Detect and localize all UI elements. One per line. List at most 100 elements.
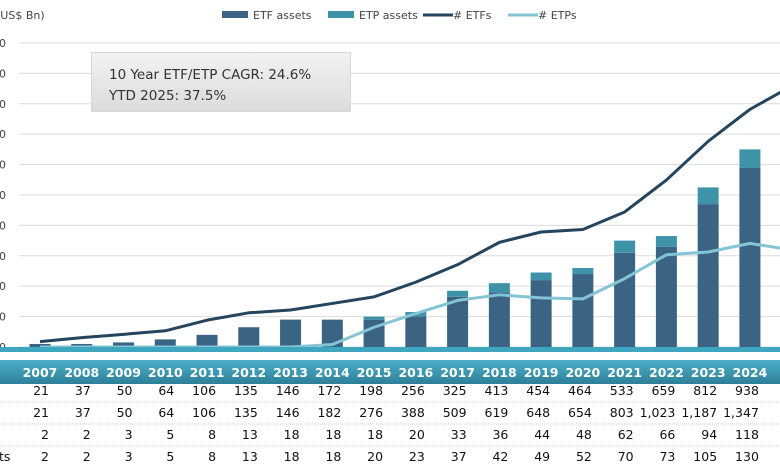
table-cell: 135 xyxy=(234,383,258,398)
table-header-year: 2009 xyxy=(106,365,141,380)
table-cell: 130 xyxy=(735,449,759,464)
table-cell: 1,187 xyxy=(681,405,717,420)
table-cell: 648 xyxy=(526,405,550,420)
table-cell: 8 xyxy=(208,427,216,442)
table-cell: 21 xyxy=(33,405,49,420)
x-axis-band xyxy=(0,347,780,352)
table-header-year: 2018 xyxy=(482,365,517,380)
bar-etp-assets xyxy=(739,149,761,168)
table-cell: 1,023 xyxy=(640,405,676,420)
table-cell: 172 xyxy=(317,383,341,398)
table-cell: 20 xyxy=(367,449,383,464)
table-cell: 146 xyxy=(276,405,300,420)
bar-etf-assets xyxy=(29,343,51,347)
bar-etf-assets xyxy=(739,167,761,347)
bar-etp-assets xyxy=(697,187,719,205)
bar-etf-assets xyxy=(530,280,552,347)
table-cell: 803 xyxy=(610,405,634,420)
table-cell: 5 xyxy=(166,449,174,464)
table-cell: 464 xyxy=(568,383,592,398)
table-cell: 654 xyxy=(568,405,592,420)
legend-swatch xyxy=(222,11,248,18)
legend-label: # ETPs xyxy=(538,9,577,22)
table-cell: 2 xyxy=(83,427,91,442)
table-cell: 21 xyxy=(33,383,49,398)
table-cell: 276 xyxy=(359,405,383,420)
table-cell: 64 xyxy=(158,383,174,398)
table-cell: 619 xyxy=(485,405,509,420)
table-cell: 66 xyxy=(659,427,675,442)
table-row-label: ts xyxy=(0,449,10,464)
cagr-text: 10 Year ETF/ETP CAGR: 24.6% xyxy=(109,67,312,83)
bar-etf-assets xyxy=(655,246,677,347)
table-cell: 2 xyxy=(83,449,91,464)
y-tick-label: 0 xyxy=(0,311,6,324)
table-cell: 18 xyxy=(325,449,341,464)
table-cell: 8 xyxy=(208,449,216,464)
table-cell: 18 xyxy=(284,449,300,464)
bar-etp-assets xyxy=(488,283,510,293)
table-cell: 33 xyxy=(451,427,467,442)
bar-etf-assets xyxy=(447,296,469,347)
table-header-year: 2012 xyxy=(231,365,266,380)
table-cell: 44 xyxy=(534,427,550,442)
table-header-year: 2014 xyxy=(315,365,350,380)
bar-etf-assets xyxy=(488,292,510,347)
table-cell: 812 xyxy=(693,383,717,398)
table-cell: 23 xyxy=(409,449,425,464)
legend-label: ETP assets xyxy=(359,9,418,22)
bar-etf-assets xyxy=(405,316,427,347)
y-tick-label: 0 xyxy=(0,67,6,80)
table-cell: 454 xyxy=(526,383,550,398)
table-cell: 106 xyxy=(192,383,216,398)
table-cell: 18 xyxy=(367,427,383,442)
table-header-year: 2024 xyxy=(733,365,768,380)
table-cell: 52 xyxy=(576,449,592,464)
y-tick-label: 0 xyxy=(0,219,6,232)
bar-etp-assets xyxy=(655,236,677,247)
bar-etf-assets xyxy=(321,319,343,347)
table-header-year: 2015 xyxy=(357,365,392,380)
table-header-year: 2010 xyxy=(148,365,183,380)
table-header-year: 2019 xyxy=(524,365,559,380)
bar-etf-assets xyxy=(280,319,302,347)
table-cell: 48 xyxy=(576,427,592,442)
ytd-text: YTD 2025: 37.5% xyxy=(109,88,227,104)
table-cell: 49 xyxy=(534,449,550,464)
table-cell: 50 xyxy=(117,405,133,420)
y-tick-label: 0 xyxy=(0,37,6,50)
table-cell: 146 xyxy=(276,383,300,398)
table-header-year: 2013 xyxy=(273,365,308,380)
table-header-year: 2008 xyxy=(64,365,99,380)
bar-etf-assets xyxy=(113,342,135,347)
table-cell: 13 xyxy=(242,449,258,464)
bar-etp-assets xyxy=(572,267,594,275)
legend-label: # ETFs xyxy=(453,9,492,22)
table-cell: 36 xyxy=(492,427,508,442)
table-cell: 659 xyxy=(652,383,676,398)
table-header-year: 2022 xyxy=(649,365,684,380)
table-cell: 135 xyxy=(234,405,258,420)
y-tick-label: 0 xyxy=(0,189,6,202)
y-tick-label: 0 xyxy=(0,159,6,172)
table-header-year: 2023 xyxy=(691,365,726,380)
bar-etp-assets xyxy=(530,272,552,281)
table-cell: 256 xyxy=(401,383,425,398)
table-cell: 413 xyxy=(485,383,509,398)
bar-etf-assets xyxy=(614,252,636,347)
table-cell: 64 xyxy=(158,405,174,420)
table-cell: 50 xyxy=(117,383,133,398)
bar-etf-assets xyxy=(697,204,719,347)
table-cell: 388 xyxy=(401,405,425,420)
table-cell: 42 xyxy=(492,449,508,464)
y-tick-label: 0 xyxy=(0,128,6,141)
bar-etp-assets xyxy=(614,240,636,253)
table-cell: 2 xyxy=(41,449,49,464)
table-cell: 37 xyxy=(75,405,91,420)
table-cell: 70 xyxy=(618,449,634,464)
table-cell: 509 xyxy=(443,405,467,420)
table-cell: 106 xyxy=(192,405,216,420)
bar-etf-assets xyxy=(572,274,594,347)
legend-label: ETF assets xyxy=(253,9,312,22)
y-tick-label: 0 xyxy=(0,250,6,263)
